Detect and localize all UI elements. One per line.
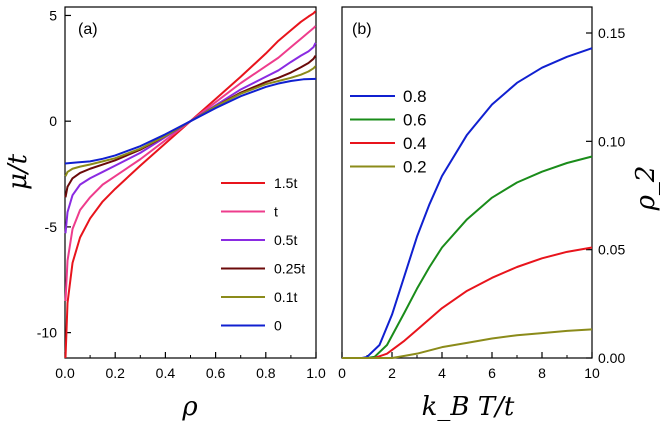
panel-a-xlabel: ρ	[181, 392, 198, 422]
y-tick-label-b-2: 0.10	[598, 133, 625, 149]
panel-b-ylabel: ρ_2	[631, 166, 661, 212]
panel-b-legend: 0.8 0.6 0.4 0.2	[350, 87, 427, 177]
panel-b-xlabel: k_B T/t	[422, 392, 515, 422]
x-tick-label-a-4: 0.8	[256, 365, 276, 381]
y-tick-label-a-3: -10	[37, 325, 57, 341]
panel-a-legend: 1.5t t 0.5t 0.25t 0.1t 0	[221, 175, 305, 334]
x-tick-label-a-5: 1.0	[306, 365, 326, 381]
y-tick-label-b-0: 0.00	[598, 350, 625, 366]
y-tick-label-a-1: 0	[49, 113, 57, 129]
x-tick-label-b-3: 6	[488, 365, 496, 381]
legend-label-b-0: 0.8	[403, 87, 427, 106]
panel-b-series	[342, 47, 593, 359]
series-line-b-0	[342, 47, 593, 359]
legend-label-b-3: 0.2	[403, 158, 427, 177]
series-line-a-5	[64, 77, 317, 165]
y-tick-label-b-3: 0.15	[598, 25, 625, 41]
panel-a-ticks: 0.0 0.2 0.4 0.6 0.8 1.0 5 0 -5 -10	[37, 7, 326, 381]
legend-label-a-0: 1.5t	[274, 175, 297, 191]
panel-b-frame	[341, 6, 593, 359]
x-tick-label-a-3: 0.6	[206, 365, 226, 381]
legend-label-b-2: 0.4	[403, 134, 427, 153]
x-tick-label-b-4: 8	[538, 365, 546, 381]
x-tick-label-b-2: 4	[438, 365, 446, 381]
y-tick-label-a-0: 5	[49, 7, 57, 23]
series-line-a-2	[64, 42, 317, 234]
x-tick-label-b-1: 2	[388, 365, 396, 381]
legend-label-a-3: 0.25t	[274, 261, 305, 277]
panel-b-ticks: 0 2 4 6 8 100.00 0.05 0.10 0.15	[338, 25, 625, 381]
panel-b-label: (b)	[352, 21, 372, 38]
x-tick-label-a-0: 0.0	[55, 365, 75, 381]
x-tick-label-b-5: 10	[584, 365, 600, 381]
legend-label-a-5: 0	[274, 318, 282, 334]
y-tick-label-b-1: 0.05	[598, 242, 625, 258]
y-tick-label-a-2: -5	[45, 219, 58, 235]
legend-label-a-2: 0.5t	[274, 232, 297, 248]
legend-label-b-1: 0.6	[403, 111, 427, 130]
panel-a-label: (a)	[78, 21, 98, 38]
panel-b: 0 2 4 6 8 100.00 0.05 0.10 0.15 (b) 0.8 0.6 0.4 0.2…	[338, 6, 661, 422]
panel-a-ylabel: μ/t	[3, 153, 33, 190]
series-line-b-3	[342, 328, 593, 359]
x-tick-label-b-0: 0	[338, 365, 346, 381]
panel-a-series	[64, 10, 317, 359]
series-line-b-2	[342, 246, 593, 359]
legend-label-a-1: t	[274, 204, 278, 220]
legend-label-a-4: 0.1t	[274, 289, 297, 305]
series-line-b-1	[342, 155, 593, 359]
panel-a: 0.0 0.2 0.4 0.6 0.8 1.050-5-10 (a) 1.5tt0.5t0…	[3, 6, 326, 422]
x-tick-label-a-1: 0.2	[105, 365, 125, 381]
x-tick-label-a-2: 0.4	[156, 365, 176, 381]
